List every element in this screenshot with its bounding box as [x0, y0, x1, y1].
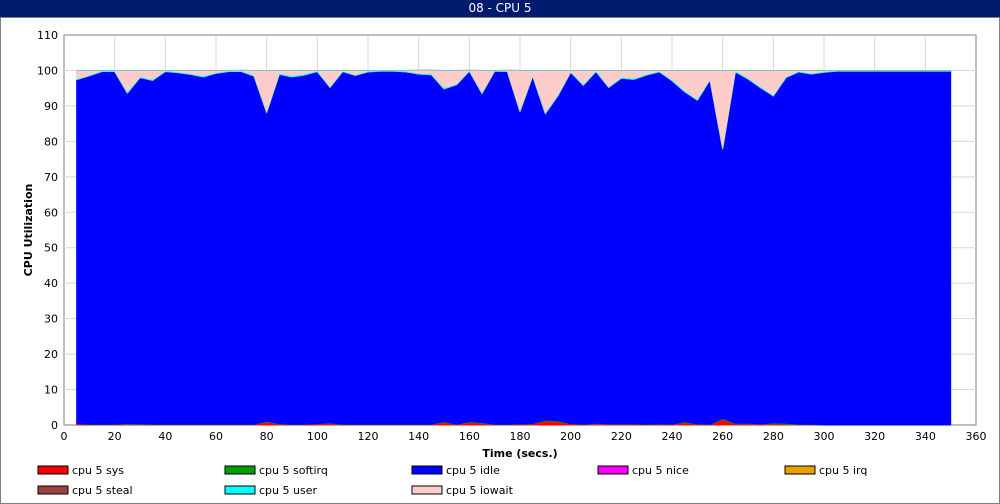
- legend-label-cpu-5-idle: cpu 5 idle: [446, 464, 500, 477]
- legend-label-cpu-5-sys: cpu 5 sys: [72, 464, 124, 477]
- legend-label-cpu-5-irq: cpu 5 irq: [819, 464, 867, 477]
- x-tick-label: 100: [307, 430, 328, 443]
- x-tick-label: 60: [209, 430, 223, 443]
- y-tick-label: 90: [44, 100, 58, 113]
- y-tick-label: 110: [37, 29, 58, 42]
- legend-swatch-cpu-5-steal: [37, 485, 69, 495]
- x-tick-label: 320: [864, 430, 885, 443]
- legend-label-cpu-5-softirq: cpu 5 softirq: [259, 464, 328, 477]
- x-tick-label: 240: [662, 430, 683, 443]
- x-tick-label: 80: [260, 430, 274, 443]
- x-tick-label: 160: [459, 430, 480, 443]
- x-tick-label: 260: [712, 430, 733, 443]
- legend-swatch-cpu-5-irq: [784, 465, 816, 475]
- y-tick-label: 60: [44, 206, 58, 219]
- x-tick-label: 360: [966, 430, 987, 443]
- legend-swatch-cpu-5-user: [224, 485, 256, 495]
- legend-swatch-cpu-5-sys: [37, 465, 69, 475]
- legend-swatch-cpu-5-nice: [597, 465, 629, 475]
- legend-swatch-cpu-5-iowait: [411, 485, 443, 495]
- legend-swatch-cpu-5-idle: [411, 465, 443, 475]
- legend-label-cpu-5-steal: cpu 5 steal: [72, 484, 133, 497]
- x-tick-label: 300: [814, 430, 835, 443]
- x-tick-label: 120: [358, 430, 379, 443]
- y-tick-label: 50: [44, 242, 58, 255]
- y-tick-label: 70: [44, 171, 58, 184]
- x-tick-label: 20: [108, 430, 122, 443]
- legend-label-cpu-5-user: cpu 5 user: [259, 484, 317, 497]
- area-cpu-5-idle: [76, 70, 952, 426]
- y-tick-label: 100: [37, 64, 58, 77]
- legend-label-cpu-5-iowait: cpu 5 iowait: [446, 484, 514, 497]
- y-tick-label: 0: [51, 419, 58, 432]
- y-axis-label: CPU Utilization: [22, 184, 35, 277]
- tick-labels: 0 20 40 60 80 100 120 140 160 180 200 220 240 260 280 3…: [37, 29, 987, 443]
- legend-swatch-cpu-5-softirq: [224, 465, 256, 475]
- y-tick-label: 10: [44, 384, 58, 397]
- y-tick-label: 30: [44, 313, 58, 326]
- x-tick-label: 180: [510, 430, 531, 443]
- x-tick-label: 280: [763, 430, 784, 443]
- x-tick-label: 40: [158, 430, 172, 443]
- x-tick-label: 220: [611, 430, 632, 443]
- x-tick-label: 0: [61, 430, 68, 443]
- y-tick-label: 80: [44, 135, 58, 148]
- series-areas: [76, 69, 952, 426]
- legend-label-cpu-5-nice: cpu 5 nice: [632, 464, 689, 477]
- x-tick-label: 140: [408, 430, 429, 443]
- y-tick-label: 20: [44, 348, 58, 361]
- x-axis-label: Time (secs.): [482, 447, 557, 460]
- legend: cpu 5 sys cpu 5 softirq cpu 5 idle cpu 5 ni…: [37, 464, 867, 497]
- y-tick-label: 40: [44, 277, 58, 290]
- chart-title: 08 - CPU 5: [0, 0, 1000, 17]
- x-tick-label: 340: [915, 430, 936, 443]
- x-tick-label: 200: [560, 430, 581, 443]
